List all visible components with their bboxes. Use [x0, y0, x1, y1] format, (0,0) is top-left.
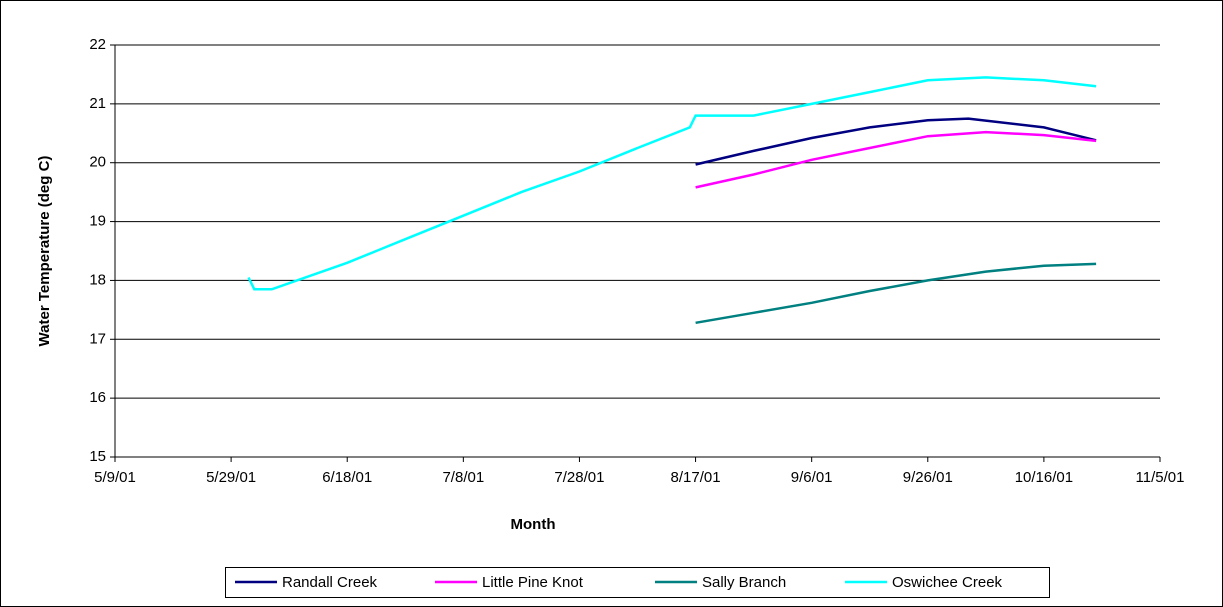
x-tick-label: 8/17/01: [671, 469, 721, 486]
x-tick-label: 11/5/01: [1136, 469, 1185, 486]
legend-label: Little Pine Knot: [482, 574, 584, 591]
y-tick-label: 18: [89, 271, 106, 288]
x-tick-label: 9/6/01: [791, 469, 833, 486]
y-tick-label: 21: [89, 95, 106, 112]
legend-label: Sally Branch: [702, 574, 786, 591]
legend-label: Oswichee Creek: [892, 574, 1003, 591]
x-tick-label: 9/26/01: [903, 469, 953, 486]
series-line: [247, 76, 1097, 291]
x-tick-label: 5/9/01: [94, 469, 136, 486]
legend-label: Randall Creek: [282, 574, 378, 591]
x-tick-label: 6/18/01: [322, 469, 372, 486]
series-line: [695, 130, 1097, 189]
y-tick-label: 17: [89, 330, 106, 347]
x-tick-label: 10/16/01: [1015, 469, 1073, 486]
y-tick-label: 19: [89, 213, 106, 230]
legend-box: [225, 567, 1050, 598]
y-axis-label: Water Temperature (deg C): [36, 156, 53, 347]
series-line: [695, 262, 1097, 325]
y-tick-label: 20: [89, 154, 106, 171]
y-tick-label: 15: [89, 448, 106, 465]
series-line: [695, 117, 1097, 166]
y-tick-label: 16: [89, 389, 106, 406]
x-tick-label: 7/8/01: [442, 469, 484, 486]
x-axis-label: Month: [511, 516, 556, 533]
x-tick-label: 7/28/01: [554, 469, 604, 486]
y-tick-label: 22: [89, 36, 106, 53]
x-tick-label: 5/29/01: [206, 469, 256, 486]
